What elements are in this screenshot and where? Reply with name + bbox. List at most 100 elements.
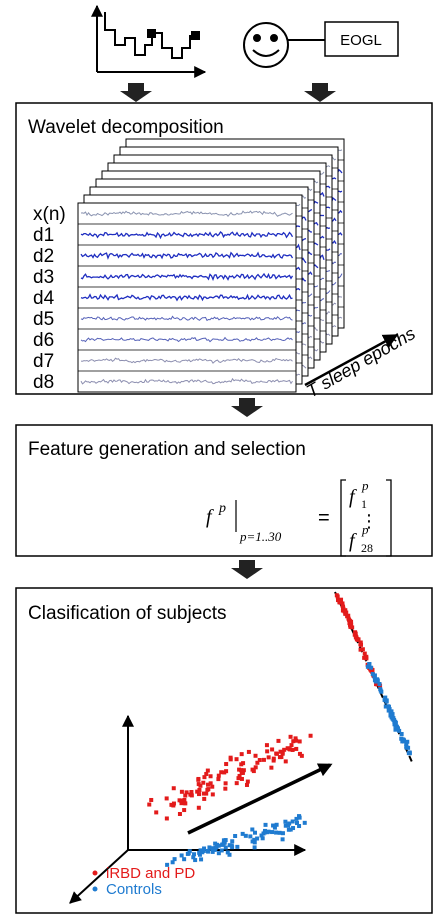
row-label: d3 [33, 267, 54, 288]
blue-dot [210, 849, 215, 854]
blue-dot [233, 834, 238, 839]
blue-dot [197, 850, 202, 855]
blue-dot [397, 728, 402, 733]
blue-dot [283, 823, 288, 828]
blue-dot [365, 664, 370, 669]
blue-dot [179, 853, 184, 858]
row-label: d7 [33, 351, 54, 372]
red-dot [278, 749, 283, 754]
blue-dot [170, 860, 175, 865]
blue-dot [277, 830, 282, 835]
red-dot [149, 797, 154, 802]
legend-label: Controls [106, 881, 162, 898]
red-dot [224, 769, 229, 774]
red-dot [261, 757, 266, 762]
red-dot [219, 770, 224, 775]
red-dot [269, 765, 274, 770]
red-dot [201, 791, 206, 796]
red-dot [246, 749, 251, 754]
red-dot [253, 765, 258, 770]
blue-dot [404, 742, 409, 747]
row-label: d5 [33, 309, 54, 330]
blue-dot [265, 830, 270, 835]
red-dot [177, 811, 182, 816]
blue-dot [253, 830, 258, 835]
red-dot [280, 751, 285, 756]
red-dot [189, 793, 194, 798]
red-dot [210, 792, 215, 797]
blue-dot [377, 682, 382, 687]
red-dot [224, 762, 229, 767]
blue-dot [288, 827, 293, 832]
red-dot [308, 733, 313, 738]
blue-dot [407, 751, 412, 756]
blue-dot [165, 862, 170, 867]
red-dot [234, 781, 239, 786]
formula-lhs-sup: p [218, 501, 226, 516]
red-dot [197, 787, 202, 792]
red-dot [204, 791, 209, 796]
red-dot [206, 782, 211, 787]
red-dot [205, 768, 210, 773]
blue-dot [220, 842, 225, 847]
blue-dot [280, 831, 285, 836]
row-label: d2 [33, 246, 54, 267]
row-label: d4 [33, 288, 55, 309]
formula-lhs: f [206, 506, 214, 528]
red-dot [205, 787, 210, 792]
blue-dot [404, 744, 409, 749]
red-dot [353, 630, 358, 635]
red-dot [297, 739, 302, 744]
blue-dot [260, 836, 265, 841]
red-dot [182, 801, 187, 806]
blue-dot [272, 825, 277, 830]
red-dot [299, 753, 304, 758]
blue-dot [216, 851, 221, 856]
blue-dot [294, 816, 299, 821]
blue-dot [286, 823, 291, 828]
red-dot [182, 798, 187, 803]
red-dot [360, 647, 365, 652]
blue-dot [302, 820, 307, 825]
projection-arrow [187, 763, 333, 835]
blue-dot [383, 695, 388, 700]
classification-title: Clasification of subjects [28, 603, 227, 624]
red-dot [239, 770, 244, 775]
red-dot [282, 747, 287, 752]
red-dot [289, 743, 294, 748]
blue-dot [252, 845, 257, 850]
blue-dot [243, 833, 248, 838]
formula-dots: ⋮ [360, 511, 378, 531]
blue-dot [390, 712, 395, 717]
formula-top-sub: 1 [361, 497, 367, 511]
blue-dot [210, 846, 215, 851]
signal-trace [80, 293, 293, 302]
red-dot [293, 736, 298, 741]
blue-dot [192, 852, 197, 857]
classification-box [15, 587, 433, 914]
red-dot [228, 757, 233, 762]
blue-dot [294, 821, 299, 826]
red-dot [244, 782, 249, 787]
blue-dot [379, 689, 384, 694]
red-dot [239, 768, 244, 773]
red-dot [349, 619, 354, 624]
blue-dot [393, 720, 398, 725]
red-dot [204, 771, 209, 776]
blue-dot [252, 840, 257, 845]
red-dot [154, 810, 159, 815]
blue-dot [368, 665, 373, 670]
red-dot [348, 624, 353, 629]
red-dot [182, 808, 187, 813]
red-dot [358, 647, 363, 652]
red-dot [265, 749, 270, 754]
signal-trace [80, 357, 293, 364]
red-dot [164, 796, 169, 801]
red-dot [234, 757, 239, 762]
signal-icon [91, 4, 207, 78]
formula-bottom-sub: 28 [361, 541, 373, 555]
red-dot [208, 781, 213, 786]
blue-dot [193, 858, 198, 863]
blue-dot [202, 846, 207, 851]
